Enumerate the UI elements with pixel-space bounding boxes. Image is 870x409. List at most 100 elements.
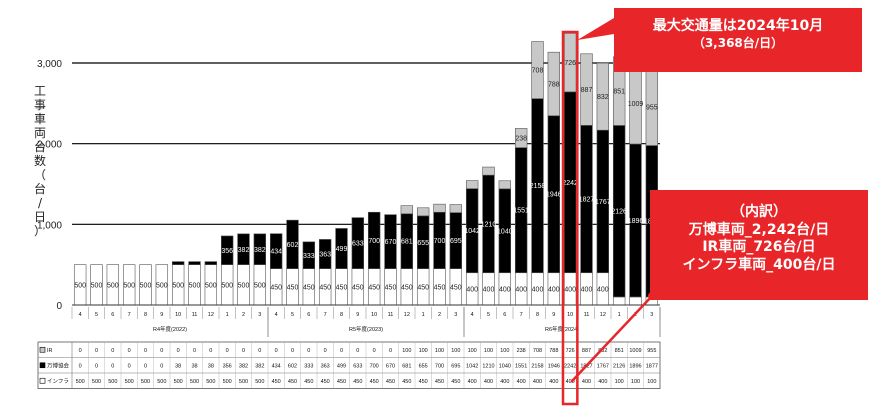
x-tick-label: 11 (192, 312, 198, 318)
bar-value-label: 1042 (464, 228, 480, 235)
x-tick-label: 10 (175, 312, 181, 318)
table-cell: 500 (255, 379, 264, 385)
bar-value-label: 500 (254, 282, 266, 289)
table-cell: 500 (76, 379, 85, 385)
x-tick-label: 9 (160, 312, 163, 318)
x-axis: 4 5 6 7 8 9 10 11 12 1 2 3 4 5 6 7 8 9 10 11 12 1 2 3 4 5 6 7 8 9 10 11… (71, 304, 661, 337)
bar-value-label: 450 (336, 284, 348, 291)
table-cell: 0 (144, 363, 147, 369)
table-cell: 450 (321, 379, 330, 385)
bar-expo (367, 211, 381, 270)
table-cell: 100 (451, 348, 460, 354)
table-cell: 0 (242, 348, 245, 354)
bar-value-label: 363 (319, 252, 331, 259)
bar-value-label: 851 (613, 89, 625, 96)
data-table: IR 0 0 0 0 0 0 0 0 0 0 0 0 0 0 0 0 0 0 0 0 100 100 100 100 100 100… (37, 341, 661, 389)
table-cell: 0 (389, 348, 392, 354)
bar-value-label: 1210 (481, 221, 497, 228)
bar-value-label: 238 (515, 136, 527, 143)
table-cell: 602 (288, 363, 297, 369)
bar-ir (547, 51, 561, 117)
bar-value-label: 708 (532, 68, 544, 75)
table-cell: 382 (239, 363, 248, 369)
table-cell: 0 (160, 363, 163, 369)
x-tick-label: 1 (226, 312, 229, 318)
table-cell: 0 (226, 348, 229, 354)
table-cell: 0 (128, 348, 131, 354)
table-cell: 400 (582, 379, 591, 385)
table-cell: 2126 (613, 363, 625, 369)
y-tick-label: 2,000 (37, 140, 62, 151)
bar-ir (498, 180, 512, 190)
table-cell: 1009 (629, 348, 641, 354)
y-tick-label: 3,000 (37, 59, 62, 70)
table-cell: 500 (174, 379, 183, 385)
x-tick-label: 5 (291, 312, 294, 318)
peak-callout-pointer (577, 18, 614, 40)
bar-value-label: 500 (156, 282, 168, 289)
table-cell: 0 (373, 348, 376, 354)
bar-value-label: 400 (548, 286, 560, 293)
table-cell: 450 (353, 379, 362, 385)
bar-value-label: 2242 (562, 180, 578, 187)
bar-value-label: 695 (450, 238, 462, 245)
table-cell: 500 (190, 379, 199, 385)
highlight-box (561, 18, 656, 406)
bar-ir (482, 166, 495, 176)
table-cell: 1042 (466, 363, 478, 369)
table-cell: 0 (128, 363, 131, 369)
table-cell: 500 (141, 379, 150, 385)
bar-expo (269, 233, 283, 270)
x-tick-label: 11 (388, 312, 394, 318)
bar-value-label: 500 (221, 282, 233, 289)
table-cell: 0 (209, 348, 212, 354)
table-cell: 363 (321, 363, 330, 369)
table-cell: 400 (598, 379, 607, 385)
bar-ir (580, 53, 593, 126)
table-cell: 499 (337, 363, 346, 369)
table-cell: 450 (272, 379, 281, 385)
table-cell: 400 (484, 379, 493, 385)
table-cell: 434 (272, 363, 281, 369)
table-cell: 0 (340, 348, 343, 354)
bar-value-label: 500 (172, 282, 184, 289)
bar-value-label: 400 (532, 286, 544, 293)
x-tick-label: 2 (242, 312, 245, 318)
table-cell: 670 (386, 363, 395, 369)
bar-value-label: 450 (401, 284, 413, 291)
bar-value-label: 1551 (513, 208, 529, 215)
bar-ir (465, 180, 479, 189)
bar-expo (171, 261, 185, 265)
table-cell: 0 (160, 348, 163, 354)
bar-ir (449, 204, 463, 213)
bar-value-label: 887 (581, 87, 593, 94)
table-cell: 100 (468, 348, 477, 354)
table-cell: 832 (598, 348, 607, 354)
x-group-label: R5年度(2023) (349, 325, 383, 333)
table-cell: 1896 (629, 363, 641, 369)
x-tick-label: 6 (503, 312, 506, 318)
table-cell: 100 (615, 379, 624, 385)
table-cell: 100 (631, 379, 640, 385)
bar-ir (563, 33, 577, 93)
breakdown-connector (570, 295, 653, 383)
x-tick-label: 8 (536, 312, 539, 318)
bar-ir (531, 41, 544, 99)
table-cell: 400 (533, 379, 542, 385)
bar-value-label: 450 (385, 284, 397, 291)
table-cell: 100 (419, 348, 428, 354)
bar-value-label: 955 (646, 105, 658, 112)
table-cell: 0 (258, 348, 261, 354)
bar-value-label: 500 (140, 282, 152, 289)
x-tick-label: 8 (144, 312, 147, 318)
x-tick-label: 2 (438, 312, 441, 318)
table-cell: 100 (647, 379, 656, 385)
table-cell: 500 (108, 379, 117, 385)
bar-value-label: 1896 (628, 218, 644, 225)
legend-label: IR (47, 348, 53, 354)
table-cell: 887 (582, 348, 591, 354)
bar-value-label: 655 (417, 240, 429, 247)
bar-value-label: 356 (221, 248, 233, 255)
table-cell: 238 (517, 348, 526, 354)
bar-value-label: 450 (270, 284, 282, 291)
